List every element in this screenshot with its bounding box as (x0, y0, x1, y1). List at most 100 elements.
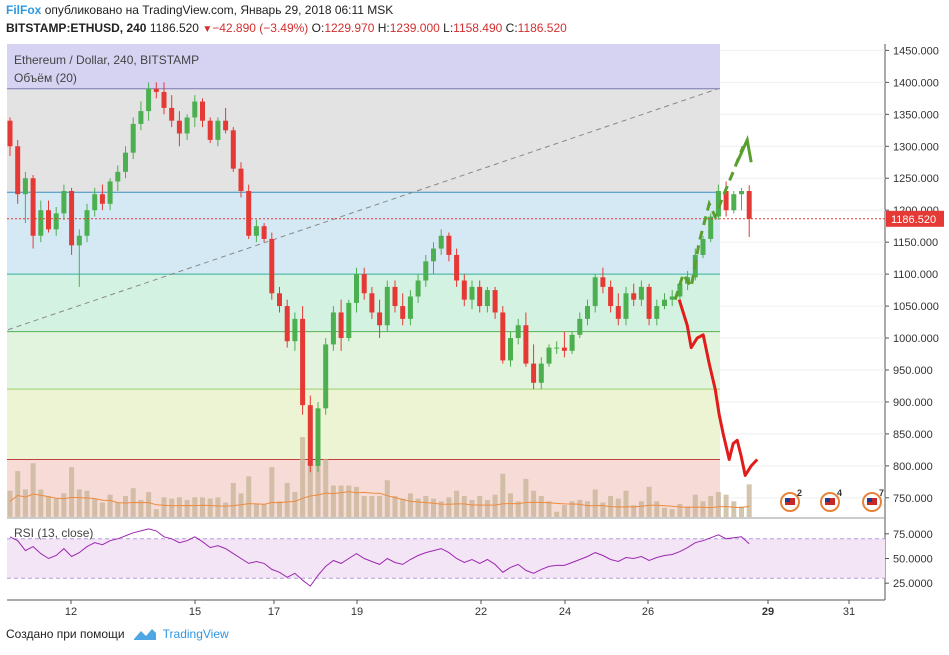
candle-body (7, 120, 13, 147)
x-tick-label: 19 (351, 606, 363, 618)
candle-body (708, 216, 714, 239)
title-area (7, 44, 720, 45)
volume-bar (469, 499, 475, 517)
candle-body (123, 152, 128, 172)
volume-bar (500, 473, 506, 517)
volume-bar (746, 484, 752, 517)
volume-bar (215, 497, 221, 517)
candle-body (176, 120, 182, 134)
candle-body (600, 277, 606, 287)
volume-bar (146, 492, 152, 517)
us-flag-event-icon (867, 498, 872, 502)
candle-body (215, 120, 221, 140)
us-flag-event-icon (825, 498, 830, 502)
candle-body (546, 347, 552, 364)
candle-body (76, 235, 82, 246)
x-tick-label: 29 (762, 606, 774, 618)
y-tick-label: 950.000 (893, 365, 933, 377)
candle-body (623, 293, 629, 319)
x-tick-label: 26 (642, 606, 654, 618)
volume-bar (53, 498, 59, 517)
author-name[interactable]: FilFox (6, 3, 42, 17)
price-chart[interactable]: 1450.0001400.0001350.0001300.0001250.000… (0, 0, 949, 620)
candle-body (469, 286, 475, 300)
volume-bar (615, 498, 621, 517)
candle-body (338, 312, 344, 339)
bullish-projection-line (673, 145, 745, 301)
volume-bar (731, 501, 737, 517)
volume-bar (92, 498, 98, 517)
volume-bar (715, 492, 721, 517)
candle-body (700, 238, 706, 255)
y-tick-label: 1000.000 (893, 333, 939, 345)
candle-body (138, 111, 144, 124)
volume-bar (492, 494, 498, 517)
volume-bar (392, 496, 398, 517)
candle-body (446, 235, 452, 255)
open-label: O: (311, 21, 325, 35)
us-flag-event-icon (785, 498, 790, 502)
candle-body (161, 91, 167, 108)
low-value: 1158.490 (453, 21, 503, 35)
open-value: 1229.970 (324, 21, 375, 35)
volume-bar (38, 489, 44, 517)
volume-bar (554, 511, 560, 517)
candle-body (500, 312, 506, 361)
candle-body (654, 306, 660, 319)
volume-bar (207, 498, 213, 517)
candle-body (115, 171, 121, 182)
footer: Создано при помощи TradingView (6, 627, 229, 641)
y-tick-label: 750.000 (893, 493, 933, 505)
candle-body (438, 235, 444, 249)
volume-bar (338, 485, 344, 517)
volume-bar (400, 498, 406, 517)
candle-body (261, 226, 267, 239)
candle-body (107, 181, 113, 204)
candle-body (592, 277, 598, 307)
last-price-label: 1186.520 (891, 214, 936, 226)
volume-bar (592, 489, 598, 517)
volume-bar (46, 496, 51, 517)
volume-bar (407, 493, 413, 517)
volume-bar (315, 464, 321, 517)
volume-bar (692, 494, 698, 517)
candle-body (230, 130, 236, 169)
volume-bar (169, 498, 175, 517)
x-tick-label: 22 (475, 606, 487, 618)
candle-body (662, 299, 667, 307)
candle-body (646, 286, 652, 319)
candle-body (715, 191, 721, 217)
close-value: 1186.520 (517, 21, 567, 35)
candle-body (631, 293, 637, 300)
volume-bar (84, 490, 90, 517)
candle-body (415, 280, 421, 297)
event-flag-count: 2 (797, 488, 802, 498)
x-tick-label: 15 (189, 606, 201, 618)
volume-bar (277, 501, 282, 517)
volume-bar (654, 501, 660, 517)
volume-bar (330, 485, 336, 517)
fib-zone (7, 192, 720, 275)
volume-label: Объём (20) (14, 71, 77, 85)
volume-bar (115, 502, 121, 517)
tradingview-link[interactable]: TradingView (133, 627, 229, 641)
candle-body (253, 226, 259, 236)
volume-bar (708, 496, 714, 517)
candle-body (585, 306, 590, 319)
candle-body (92, 194, 98, 211)
candle-body (184, 117, 190, 134)
volume-bar (377, 496, 383, 517)
volume-bar (477, 496, 483, 517)
candle-body (61, 191, 67, 214)
volume-bar (7, 490, 13, 517)
candle-body (392, 286, 398, 307)
candle-body (531, 363, 537, 383)
candle-body (523, 325, 529, 364)
bullish-arrowhead (735, 134, 753, 163)
y-tick-label: 1300.000 (893, 141, 939, 153)
candle-body (30, 178, 36, 236)
fib-zone (7, 389, 720, 460)
volume-bar (515, 501, 521, 517)
volume-bar (292, 492, 298, 517)
tradingview-name[interactable]: TradingView (162, 627, 229, 641)
